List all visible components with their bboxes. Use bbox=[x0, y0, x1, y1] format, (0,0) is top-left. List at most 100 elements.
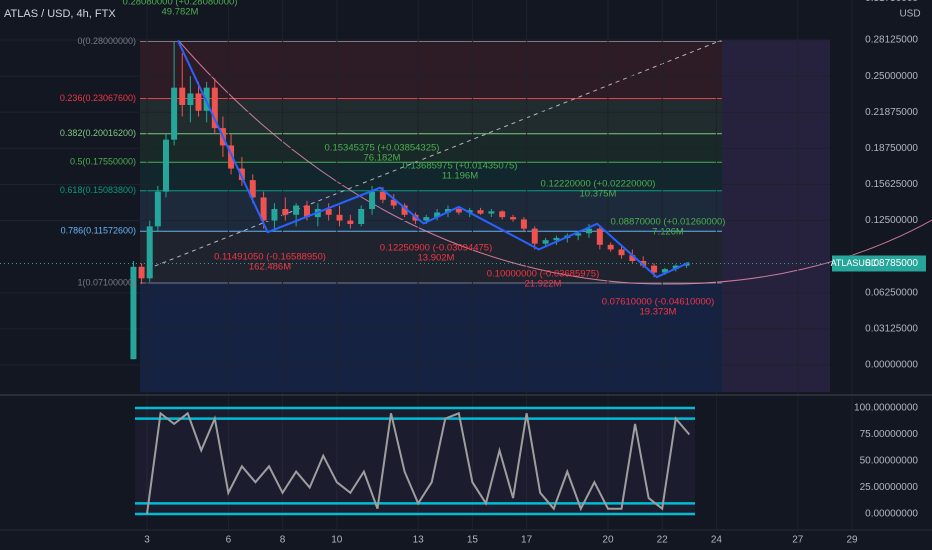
fib-label: 0.5(0.17550000) bbox=[70, 157, 136, 167]
candle-body bbox=[607, 244, 614, 250]
fib-label: 0.382(0.20016200) bbox=[60, 128, 136, 138]
x-tick-label: 8 bbox=[280, 535, 286, 546]
candle-body bbox=[444, 209, 451, 213]
candle-body bbox=[488, 211, 495, 214]
plot-layer bbox=[0, 0, 853, 530]
fib-label: 0.618(0.15083800) bbox=[60, 185, 136, 195]
osc-tick-label: 0.00000000 bbox=[865, 509, 918, 520]
candle-body bbox=[466, 210, 473, 213]
candle-body bbox=[629, 255, 636, 261]
symbol-badge bbox=[832, 255, 876, 272]
pivot-annotation: 0.08870000 (+0.01260000) bbox=[611, 217, 726, 228]
fib-label: 0.786(0.11572600) bbox=[61, 226, 136, 236]
x-tick-label: 27 bbox=[792, 535, 804, 546]
candle-body bbox=[282, 209, 289, 215]
pivot-annotation: 19.373M bbox=[640, 307, 677, 318]
pivot-annotation: 7.126M bbox=[652, 227, 684, 238]
pivot-annotation: 0.13685975 (+0.01435075) bbox=[403, 161, 518, 172]
osc-tick-label: 25.00000000 bbox=[860, 482, 919, 493]
price-badge bbox=[876, 255, 926, 272]
y-tick-label: 0.12500000 bbox=[865, 215, 918, 226]
y-tick-label: 0.21875000 bbox=[865, 107, 918, 118]
osc-tick-label: 75.00000000 bbox=[860, 429, 919, 440]
candle-body bbox=[179, 87, 186, 105]
currency-label: USD bbox=[899, 9, 920, 20]
projection-zone bbox=[722, 40, 830, 392]
y-tick-label: 0.00000000 bbox=[865, 360, 918, 371]
candle-body bbox=[154, 191, 161, 227]
candle-body bbox=[130, 266, 137, 360]
candle-body bbox=[640, 261, 647, 266]
candle-body bbox=[203, 87, 210, 111]
candle-body bbox=[651, 265, 658, 273]
fib-zone bbox=[140, 190, 722, 232]
candle-body bbox=[542, 240, 549, 244]
candle-body bbox=[138, 266, 145, 279]
candle-body bbox=[146, 226, 153, 279]
candle-body bbox=[171, 87, 178, 140]
candle-body bbox=[520, 219, 527, 229]
pivot-annotation: 0.07610000 (-0.04610000) bbox=[602, 297, 715, 308]
x-tick-label: 10 bbox=[331, 535, 343, 546]
fib-label: 0(0.28000000) bbox=[77, 36, 136, 46]
chart-title: ATLAS / USD, 4h, FTX bbox=[4, 8, 116, 20]
candle-body bbox=[390, 199, 397, 206]
candle-body bbox=[195, 93, 202, 111]
candle-body bbox=[347, 220, 354, 225]
candle-body bbox=[187, 93, 194, 105]
x-tick-label: 22 bbox=[657, 535, 669, 546]
fib-label: 0.236(0.23067600) bbox=[60, 93, 136, 103]
pivot-annotation: 49.782M bbox=[162, 7, 199, 18]
x-tick-label: 15 bbox=[467, 535, 479, 546]
candle-body bbox=[379, 191, 386, 200]
extension-zone bbox=[140, 283, 722, 392]
pivot-annotation: 0.15345375 (+0.03854325) bbox=[325, 143, 440, 154]
candle-body bbox=[423, 217, 430, 221]
candle-body bbox=[293, 205, 300, 215]
candle-body bbox=[477, 210, 484, 214]
fib-zone bbox=[140, 98, 722, 134]
candle-body bbox=[575, 233, 582, 236]
candle-body bbox=[553, 237, 560, 241]
x-tick-label: 6 bbox=[226, 535, 232, 546]
candle-body bbox=[499, 211, 506, 218]
pivot-annotation: 10.375M bbox=[580, 189, 617, 200]
pivot-annotation: 11.196M bbox=[442, 171, 478, 182]
candle-body bbox=[531, 228, 538, 244]
pivot-annotation: 162.486M bbox=[249, 262, 291, 273]
osc-tick-label: 100.00000000 bbox=[854, 403, 918, 414]
pivot-annotation: 0.10000000 (-0.03685975) bbox=[487, 269, 600, 280]
pivot-annotation: 0.28080000 (+0.28080000) bbox=[123, 0, 238, 8]
candle-body bbox=[510, 217, 517, 220]
zigzag-line bbox=[177, 40, 690, 279]
candle-body bbox=[672, 265, 679, 270]
candle-body bbox=[325, 209, 332, 215]
trend-line bbox=[139, 39, 723, 273]
y-tick-label: 0.15625000 bbox=[865, 179, 918, 190]
x-tick-label: 20 bbox=[602, 535, 614, 546]
y-tick-label: 0.25000000 bbox=[865, 71, 918, 82]
candle-body bbox=[401, 205, 408, 215]
pivot-annotation: 0.11491050 (-0.16588950) bbox=[214, 252, 326, 263]
x-tick-label: 29 bbox=[846, 535, 858, 546]
pivot-annotation: 21.922M bbox=[525, 279, 562, 290]
candle-body bbox=[271, 209, 278, 221]
fib-label: 1(0.07100000) bbox=[77, 277, 136, 287]
pivot-annotation: 0.12220000 (+0.02220000) bbox=[541, 179, 656, 190]
candle-body bbox=[249, 180, 256, 198]
y-tick-label: 0.03125000 bbox=[865, 324, 918, 335]
fib-zone bbox=[140, 41, 722, 99]
candle-body bbox=[358, 209, 365, 225]
candle-body bbox=[303, 205, 310, 218]
symbol-label: ATLASUSD bbox=[831, 258, 878, 268]
last-price-label: 0.08785000 bbox=[865, 258, 918, 269]
candle-body bbox=[618, 249, 625, 256]
candle-body bbox=[211, 87, 218, 129]
y-tick-label: 0.06250000 bbox=[865, 287, 918, 298]
x-tick-label: 13 bbox=[413, 535, 425, 546]
x-tick-label: 24 bbox=[711, 535, 723, 546]
candle-body bbox=[162, 139, 169, 192]
osc-line bbox=[146, 411, 691, 515]
candle-body bbox=[434, 212, 441, 218]
